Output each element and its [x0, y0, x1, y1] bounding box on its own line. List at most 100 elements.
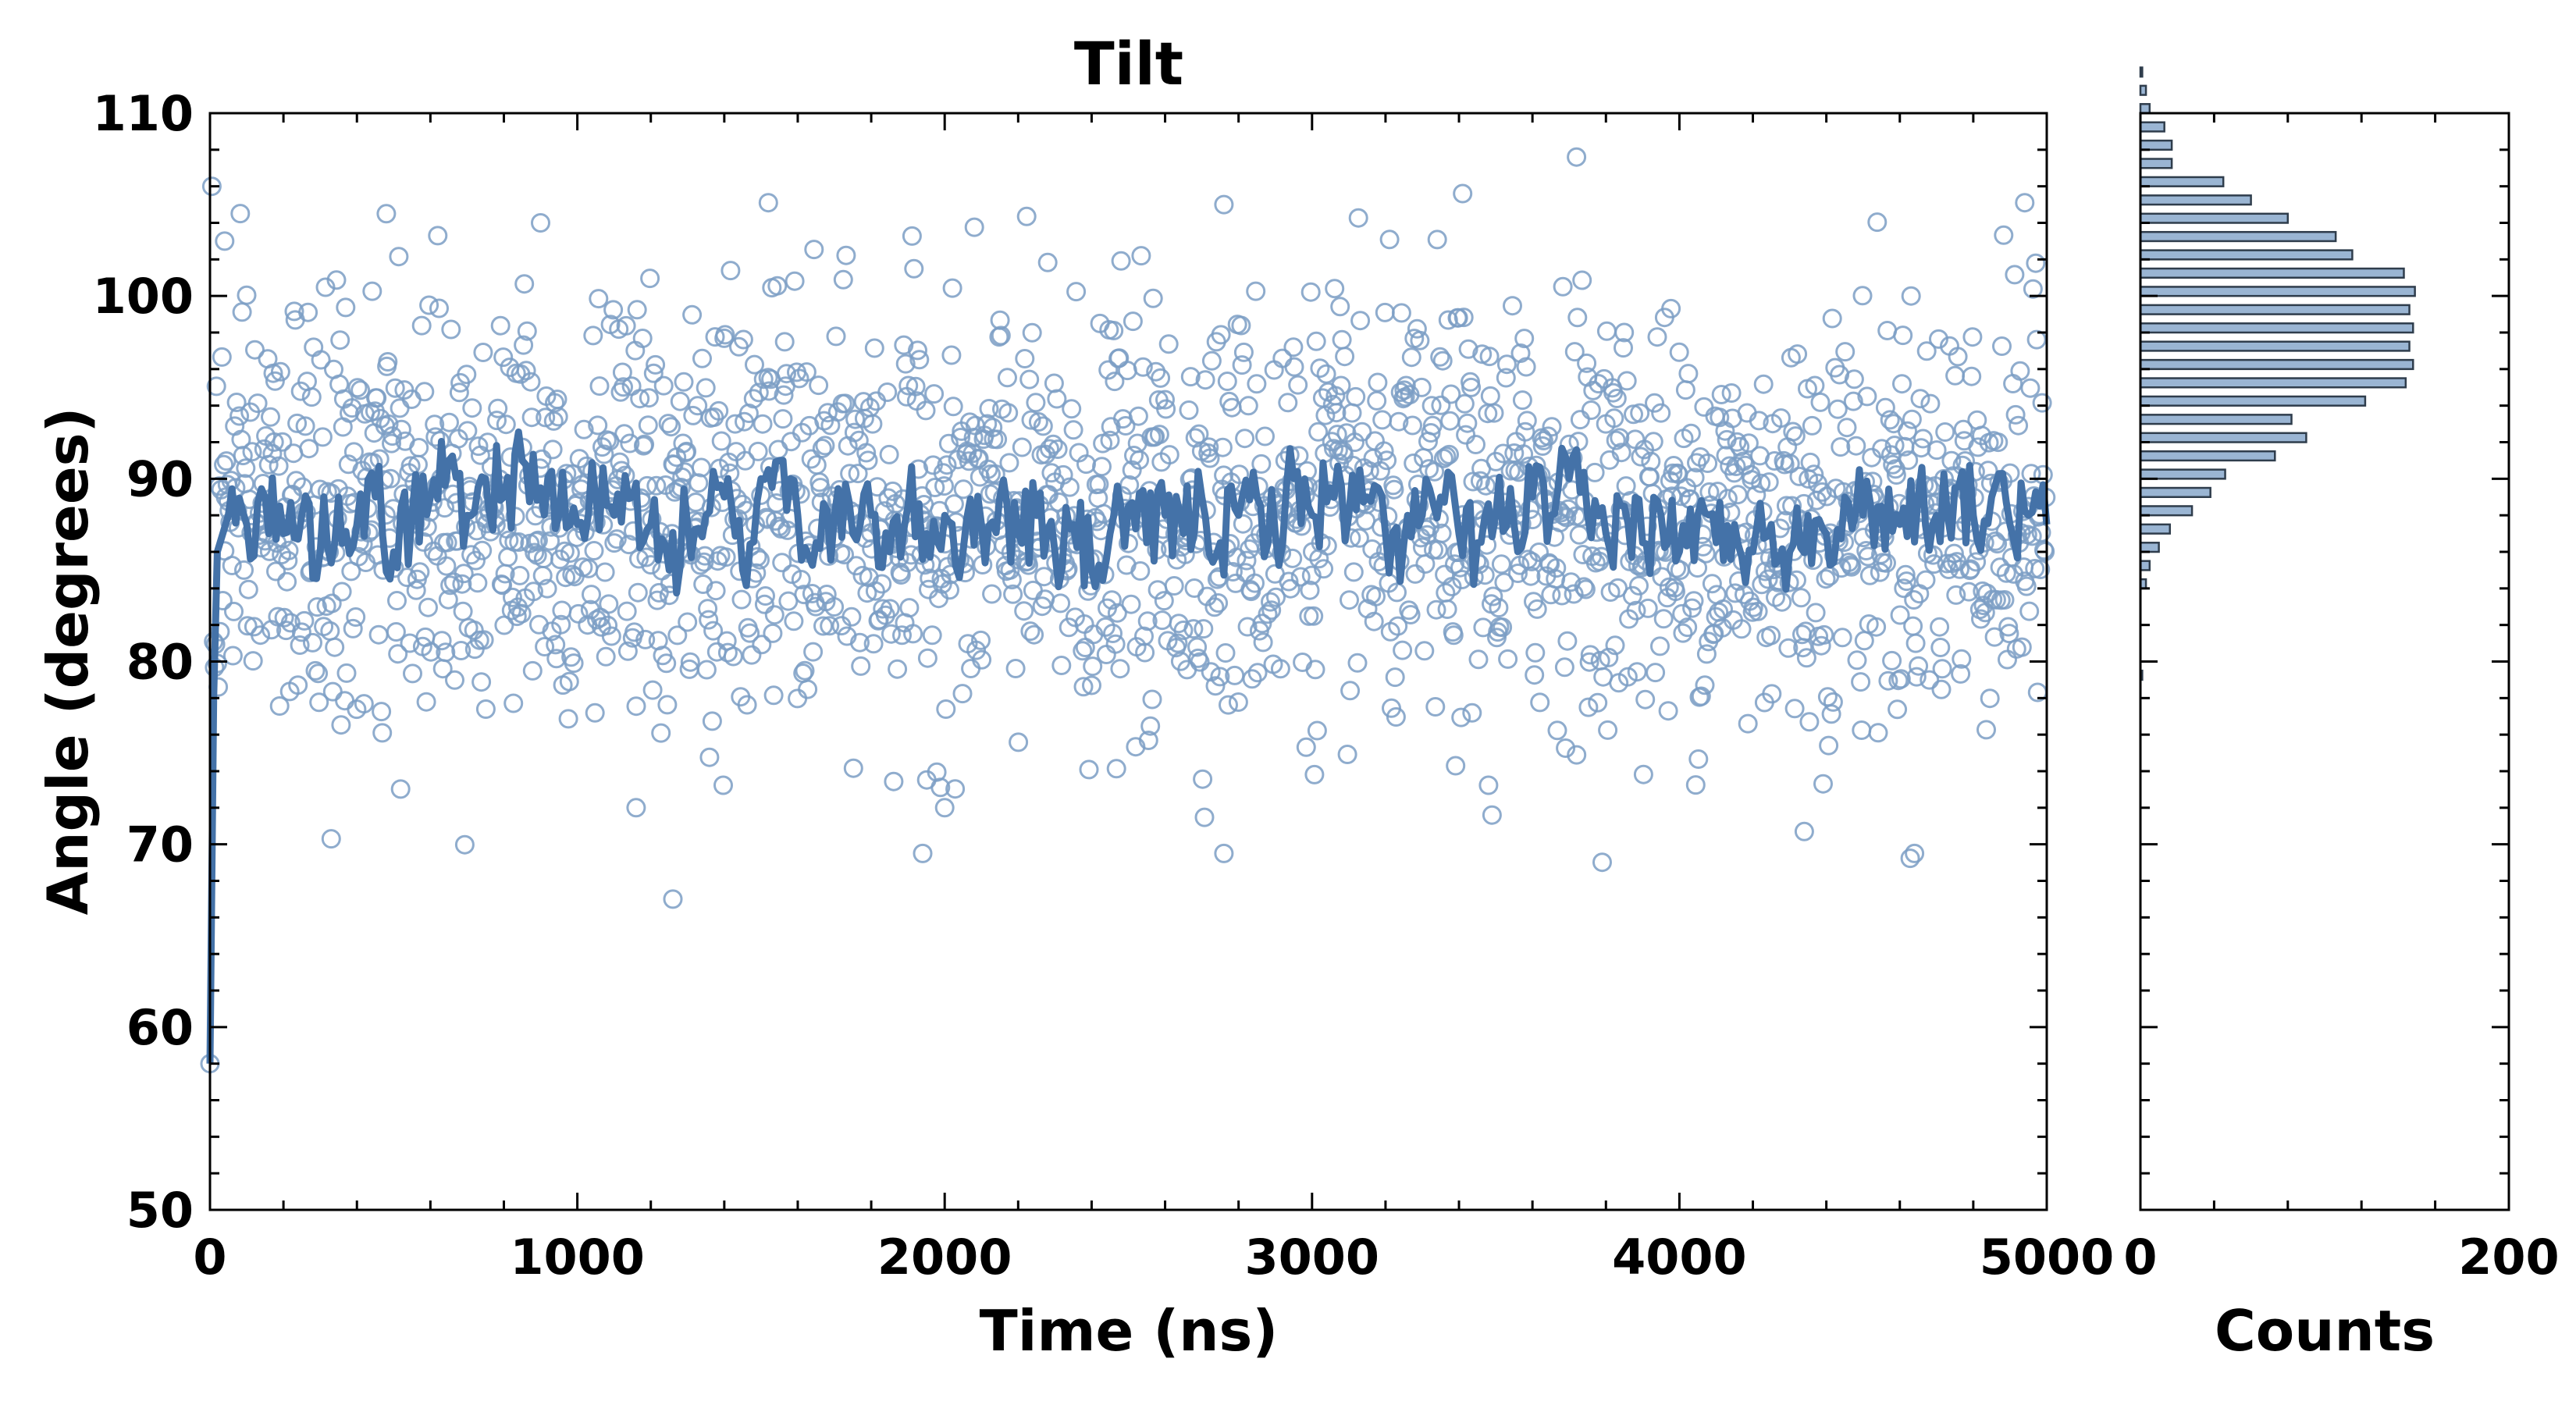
scatter-point: [942, 278, 962, 298]
scatter-point: [1401, 347, 1421, 368]
scatter-point: [1564, 584, 1584, 604]
scatter-point: [210, 621, 230, 642]
scatter-point: [702, 711, 722, 731]
scatter-point: [1930, 638, 1951, 657]
scatter-point: [785, 271, 805, 291]
scatter-point: [1772, 592, 1792, 612]
scatter-point: [1962, 327, 1983, 347]
scatter-point: [1430, 347, 1450, 367]
scatter-point: [1789, 466, 1809, 486]
scatter-point: [667, 625, 688, 646]
scatter-point: [1906, 667, 1927, 687]
y-tick-label: 60: [126, 999, 194, 1056]
scatter-point: [1142, 689, 1162, 710]
scatter-point: [1400, 605, 1421, 624]
y-axis-label: Angle (degrees): [35, 407, 101, 916]
scatter-point: [376, 204, 397, 224]
scatter-point: [1270, 659, 1290, 679]
scatter-point: [1301, 565, 1322, 585]
scatter-point: [1653, 609, 1674, 629]
scatter-point: [368, 624, 389, 645]
scatter-point: [1411, 377, 1432, 397]
scatter-point: [1214, 843, 1234, 863]
scatter-point: [2035, 542, 2055, 562]
scatter-point: [1877, 553, 1896, 573]
scatter-point: [272, 432, 293, 452]
scatter-point: [1567, 147, 1587, 167]
scatter-point: [1405, 564, 1425, 584]
histogram-bar: [2139, 395, 2367, 407]
scatter-point: [445, 670, 464, 690]
scatter-point: [1387, 582, 1407, 603]
scatter-point: [979, 399, 999, 418]
scatter-point: [1325, 279, 1345, 299]
scatter-point: [641, 555, 661, 575]
scatter-point: [826, 326, 846, 347]
scatter-point: [277, 571, 297, 592]
scatter-point: [1941, 450, 1962, 471]
histogram-bar: [2139, 286, 2416, 297]
scatter-point: [2026, 253, 2046, 273]
scatter-point: [678, 612, 698, 632]
scatter-point: [764, 605, 785, 625]
scatter-point: [372, 702, 392, 722]
scatter-point: [1953, 419, 1973, 439]
scatter-point: [391, 419, 411, 439]
scatter-point: [449, 382, 469, 403]
scatter-point: [1290, 567, 1311, 587]
scatter-point: [1574, 577, 1594, 597]
scatter-point: [1168, 633, 1188, 653]
scatter-point: [537, 578, 557, 599]
scatter-point: [1794, 821, 1814, 841]
scatter-point: [307, 597, 327, 617]
scatter-point: [1063, 420, 1083, 440]
scatter-point: [1041, 463, 1062, 483]
scatter-point: [514, 274, 535, 294]
scatter-point: [406, 580, 426, 600]
scatter-point: [1984, 627, 2005, 647]
scatter-point: [436, 556, 457, 576]
scatter-point: [803, 642, 824, 662]
scatter-point: [263, 363, 283, 383]
scatter-point: [1903, 616, 1923, 636]
scatter-point: [909, 350, 930, 370]
scatter-point: [1822, 308, 1842, 329]
scatter-point: [1647, 327, 1667, 347]
scatter-point: [601, 626, 621, 646]
scatter-point: [582, 585, 601, 605]
scatter-point: [733, 329, 753, 350]
scatter-point: [1902, 409, 1922, 429]
scatter-point: [1431, 395, 1451, 415]
scatter-point: [1175, 544, 1195, 564]
scatter-point: [1633, 764, 1653, 784]
scatter-point: [564, 653, 584, 674]
scatter-point: [1841, 557, 1862, 577]
scatter-point: [646, 354, 666, 375]
scatter-point: [1716, 446, 1736, 466]
scatter-point: [1079, 759, 1099, 780]
scatter-point: [1547, 720, 1567, 741]
scatter-point: [987, 429, 1008, 450]
scatter-point: [1306, 331, 1326, 351]
scatter-point: [913, 843, 933, 863]
scatter-point: [488, 398, 508, 418]
scatter-point: [1024, 624, 1044, 645]
scatter-point: [1816, 569, 1836, 589]
scatter-point: [646, 475, 667, 496]
scatter-point: [1778, 638, 1799, 658]
scatter-point: [1702, 574, 1722, 594]
scatter-point: [294, 610, 315, 631]
scatter-point: [1115, 416, 1136, 436]
scatter-point: [1433, 448, 1453, 468]
scatter-point: [688, 396, 708, 416]
scatter-point: [1811, 635, 1831, 656]
histogram-bars: [2139, 66, 2416, 681]
scatter-point: [1305, 660, 1325, 680]
scatter-point: [1748, 601, 1768, 621]
scatter-point: [1110, 659, 1130, 679]
scatter-point: [452, 574, 472, 594]
chart-title: Tilt: [1074, 29, 1183, 98]
histogram-bar: [2139, 432, 2307, 443]
scatter-point: [1698, 454, 1718, 473]
scatter-point: [705, 327, 725, 347]
